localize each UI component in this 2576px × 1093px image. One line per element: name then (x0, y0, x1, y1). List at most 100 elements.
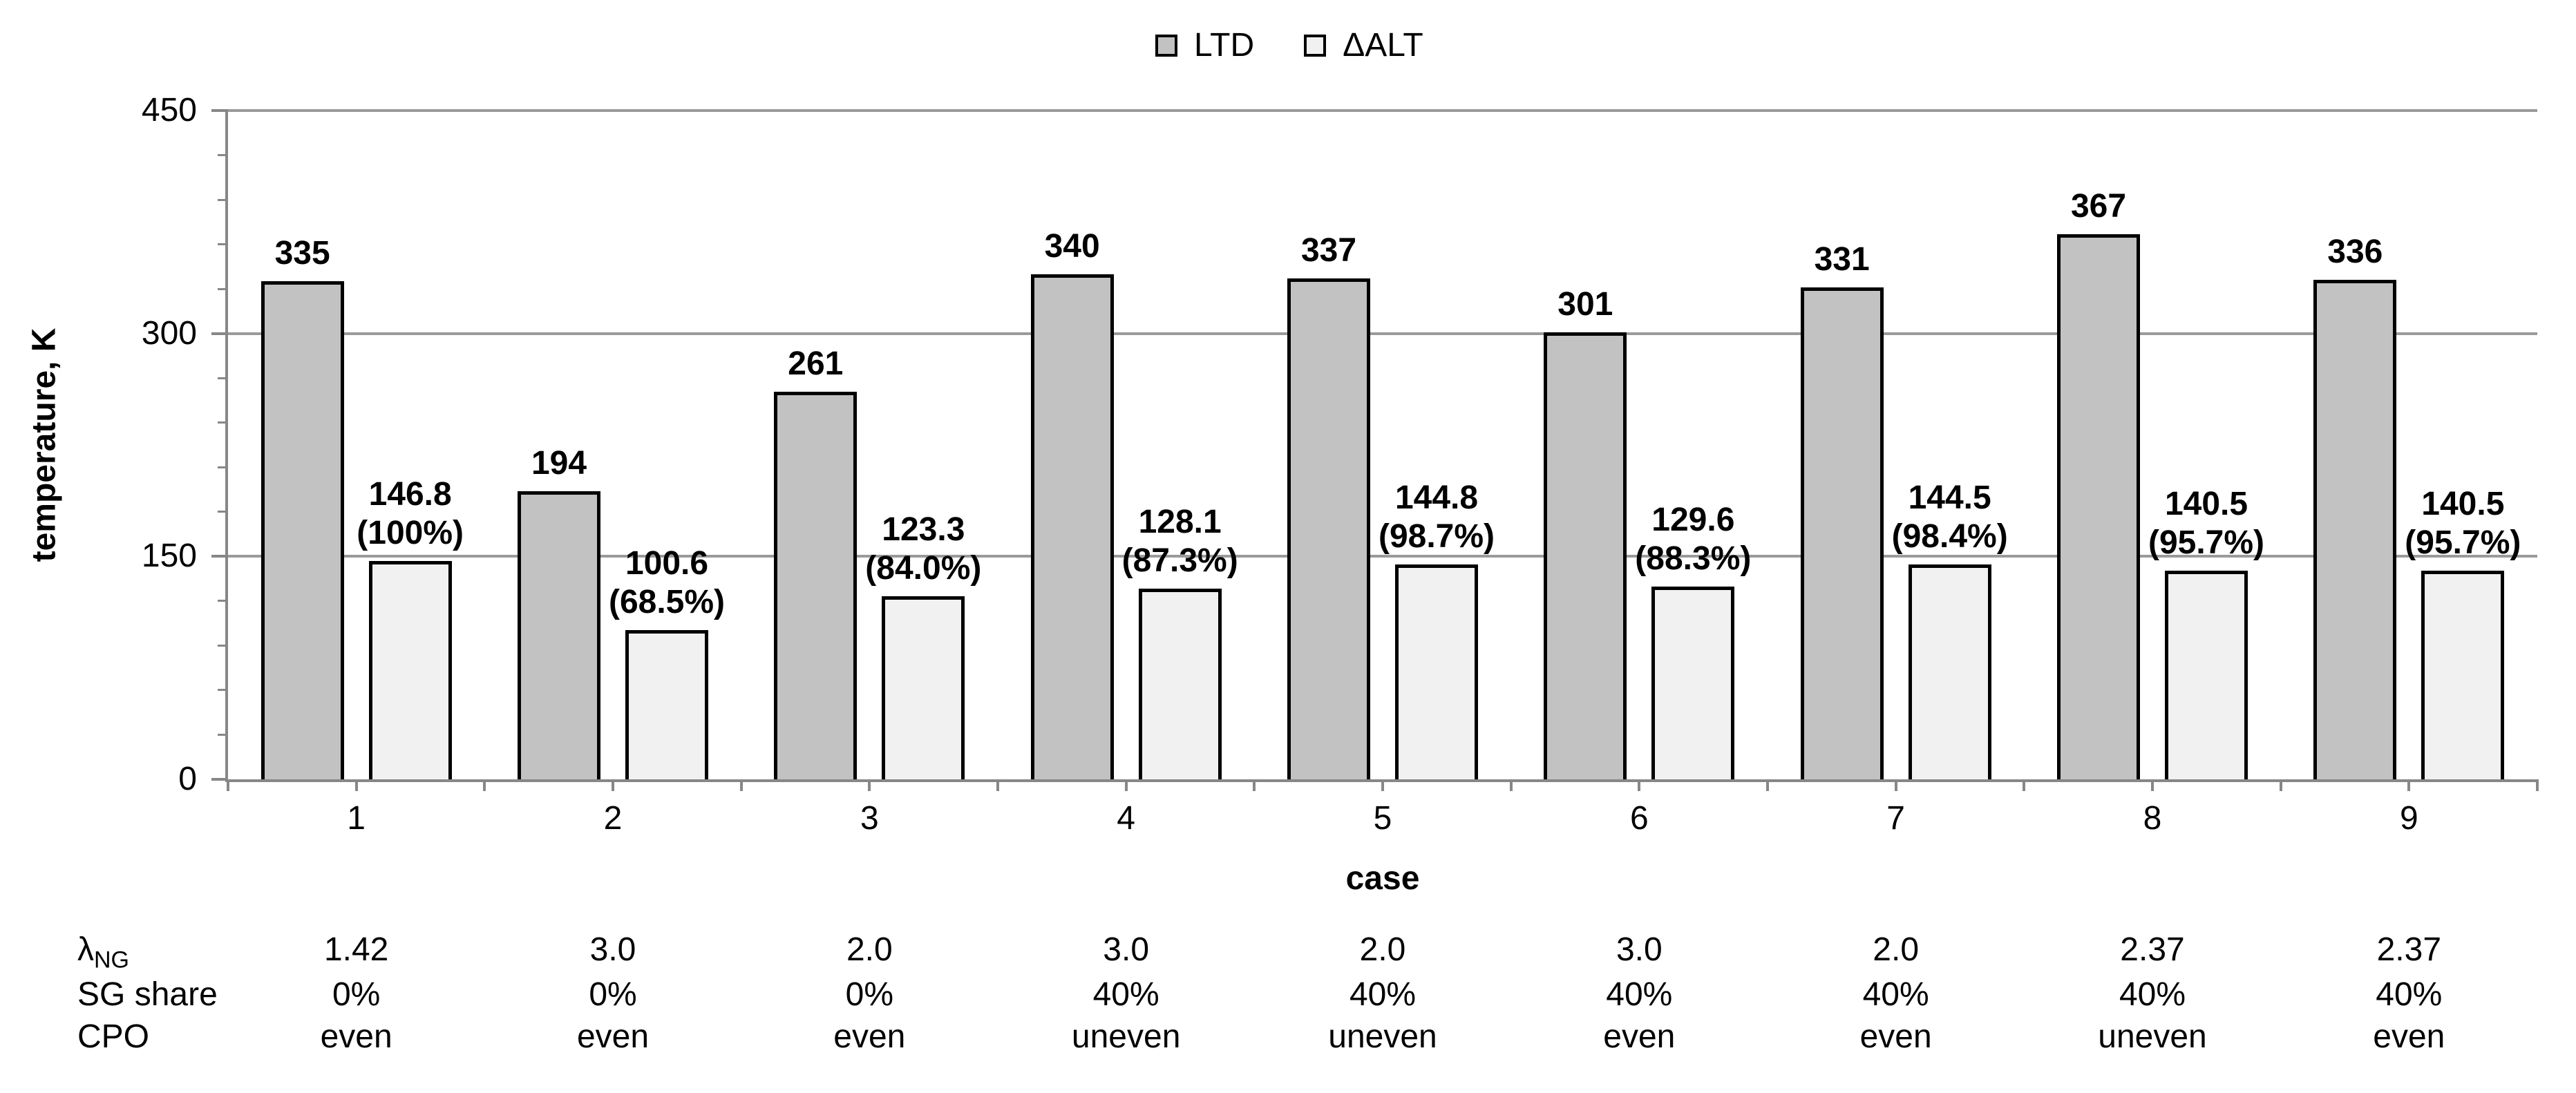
chart-legend: LTD ΔALT (1155, 28, 1423, 64)
table-cell-lambda-ng-case-5: 2.0 (1359, 931, 1406, 968)
table-row-label-main: λ (77, 931, 94, 968)
legend-label: LTD (1194, 27, 1255, 64)
bar-label-dalt-case-7: 144.5 (98.4%) (1839, 479, 2061, 556)
gridline-150 (228, 555, 2537, 558)
table-cell-cpo-case-7: even (1859, 1018, 1932, 1055)
x-axis-tick-4 (739, 779, 743, 791)
x-axis-tick-16 (2279, 779, 2282, 791)
y-axis-major-tick-300 (211, 332, 228, 335)
y-axis-major-tick-0 (211, 778, 228, 781)
y-axis-minor-tick-180 (218, 511, 228, 513)
table-cell-cpo-case-6: even (1603, 1018, 1676, 1055)
y-axis-minor-tick-60 (218, 689, 228, 692)
table-row-label-sg-share: SG share (77, 977, 218, 1013)
bar-label-ltd-case-5: 337 (1300, 232, 1357, 269)
table-cell-lambda-ng-case-3: 2.0 (846, 931, 893, 968)
x-axis-category-label-3: 3 (860, 800, 879, 837)
table-cell-lambda-ng-case-8: 2.37 (2120, 931, 2185, 968)
legend-swatch-icon (1304, 35, 1327, 57)
x-axis-tick-6 (996, 779, 999, 791)
bar-dalt-case-7 (1908, 564, 1991, 779)
bar-label-dalt-case-1: 146.8 (100%) (300, 475, 521, 553)
bar-ltd-case-8 (2057, 234, 2140, 779)
x-axis-tick-1 (354, 779, 358, 791)
bar-ltd-case-6 (1544, 332, 1627, 779)
bar-label-dalt-percent: (95.7%) (2148, 524, 2265, 561)
table-cell-cpo-case-5: uneven (1328, 1018, 1437, 1055)
x-axis-category-label-4: 4 (1117, 800, 1135, 837)
table-cell-sg-share-case-7: 40% (1862, 976, 1929, 1013)
table-cell-cpo-case-8: uneven (2098, 1018, 2207, 1055)
table-cell-lambda-ng-case-1: 1.42 (323, 931, 389, 968)
bar-ltd-case-4 (1030, 274, 1114, 779)
y-axis-minor-tick-390 (218, 198, 228, 201)
plot-area (225, 109, 2537, 782)
x-axis-tick-7 (1124, 779, 1128, 791)
bar-label-dalt-percent: (98.7%) (1378, 517, 1495, 555)
x-axis-tick-10 (1509, 779, 1513, 791)
bar-ltd-case-3 (774, 392, 858, 779)
bar-label-ltd-case-2: 194 (531, 444, 587, 482)
table-cell-lambda-ng-case-7: 2.0 (1873, 931, 1920, 968)
x-axis-tick-9 (1381, 779, 1384, 791)
x-axis-tick-5 (868, 779, 871, 791)
y-axis-minor-tick-90 (218, 644, 228, 647)
bar-label-dalt-case-4: 128.1 (87.3%) (1070, 503, 1291, 580)
bar-dalt-case-4 (1138, 589, 1222, 779)
table-cell-sg-share-case-9: 40% (2376, 976, 2443, 1013)
bar-label-ltd-case-9: 336 (2327, 234, 2383, 271)
gridline-300 (228, 332, 2537, 335)
bar-label-dalt-percent: (87.3%) (1121, 542, 1238, 580)
bar-label-dalt-percent: (95.7%) (2405, 524, 2521, 561)
bar-label-dalt-percent: (68.5%) (608, 583, 726, 620)
bar-dalt-case-3 (882, 596, 965, 779)
table-row-label-subscript: NG (94, 947, 129, 973)
x-axis-tick-11 (1638, 779, 1641, 791)
bar-label-dalt-case-5: 144.8 (98.7%) (1326, 479, 1547, 556)
legend-label: ΔALT (1343, 27, 1423, 64)
table-cell-sg-share-case-8: 40% (2119, 976, 2186, 1013)
bar-ltd-case-5 (1287, 278, 1370, 779)
table-cell-cpo-case-2: even (576, 1018, 650, 1055)
x-axis-tick-15 (2151, 779, 2154, 791)
table-cell-sg-share-case-3: 0% (845, 976, 894, 1013)
y-axis-minor-tick-270 (218, 377, 228, 379)
bar-label-dalt-case-8: 140.5 (95.7%) (2096, 485, 2317, 562)
bar-label-dalt-value: 129.6 (1651, 502, 1735, 539)
bar-dalt-case-2 (625, 630, 708, 779)
table-cell-lambda-ng-case-6: 3.0 (1616, 931, 1663, 968)
table-cell-sg-share-case-5: 40% (1349, 976, 1417, 1013)
bar-label-dalt-value: 128.1 (1138, 504, 1222, 541)
y-axis-tick-label-0: 0 (178, 761, 197, 797)
y-axis-title: temperature, K (26, 327, 63, 562)
y-axis-minor-tick-210 (218, 466, 228, 468)
bar-label-dalt-value: 144.8 (1394, 479, 1479, 516)
y-axis-minor-tick-30 (218, 733, 228, 736)
legend-item-dalt: ΔALT (1304, 29, 1423, 62)
y-axis-major-tick-150 (211, 555, 228, 558)
x-axis-category-label-8: 8 (2143, 800, 2162, 837)
bar-label-dalt-percent: (98.4%) (1891, 518, 2008, 555)
bar-dalt-case-9 (2421, 571, 2505, 779)
table-cell-lambda-ng-case-2: 3.0 (589, 931, 636, 968)
x-axis-tick-13 (1894, 779, 1897, 791)
table-row-label-cpo: CPO (77, 1019, 149, 1055)
bar-label-ltd-case-1: 335 (274, 235, 330, 272)
bar-label-dalt-value: 140.5 (2164, 485, 2248, 522)
bar-dalt-case-8 (2165, 571, 2248, 779)
table-cell-cpo-case-9: even (2373, 1018, 2445, 1055)
x-axis-tick-17 (2407, 779, 2411, 791)
x-axis-tick-18 (2536, 779, 2539, 791)
y-axis-minor-tick-330 (218, 287, 228, 290)
bar-label-dalt-percent: (88.3%) (1635, 540, 1752, 578)
table-cell-lambda-ng-case-4: 3.0 (1103, 931, 1150, 968)
bar-dalt-case-5 (1395, 564, 1478, 779)
x-axis-category-label-5: 5 (1373, 800, 1392, 837)
table-row-label-main: CPO (77, 1018, 150, 1055)
bar-dalt-case-1 (368, 561, 452, 779)
bar-label-dalt-value: 144.5 (1908, 479, 1991, 517)
table-cell-cpo-case-1: even (320, 1018, 392, 1055)
table-cell-sg-share-case-1: 0% (332, 976, 381, 1013)
x-axis-category-label-6: 6 (1629, 800, 1649, 837)
